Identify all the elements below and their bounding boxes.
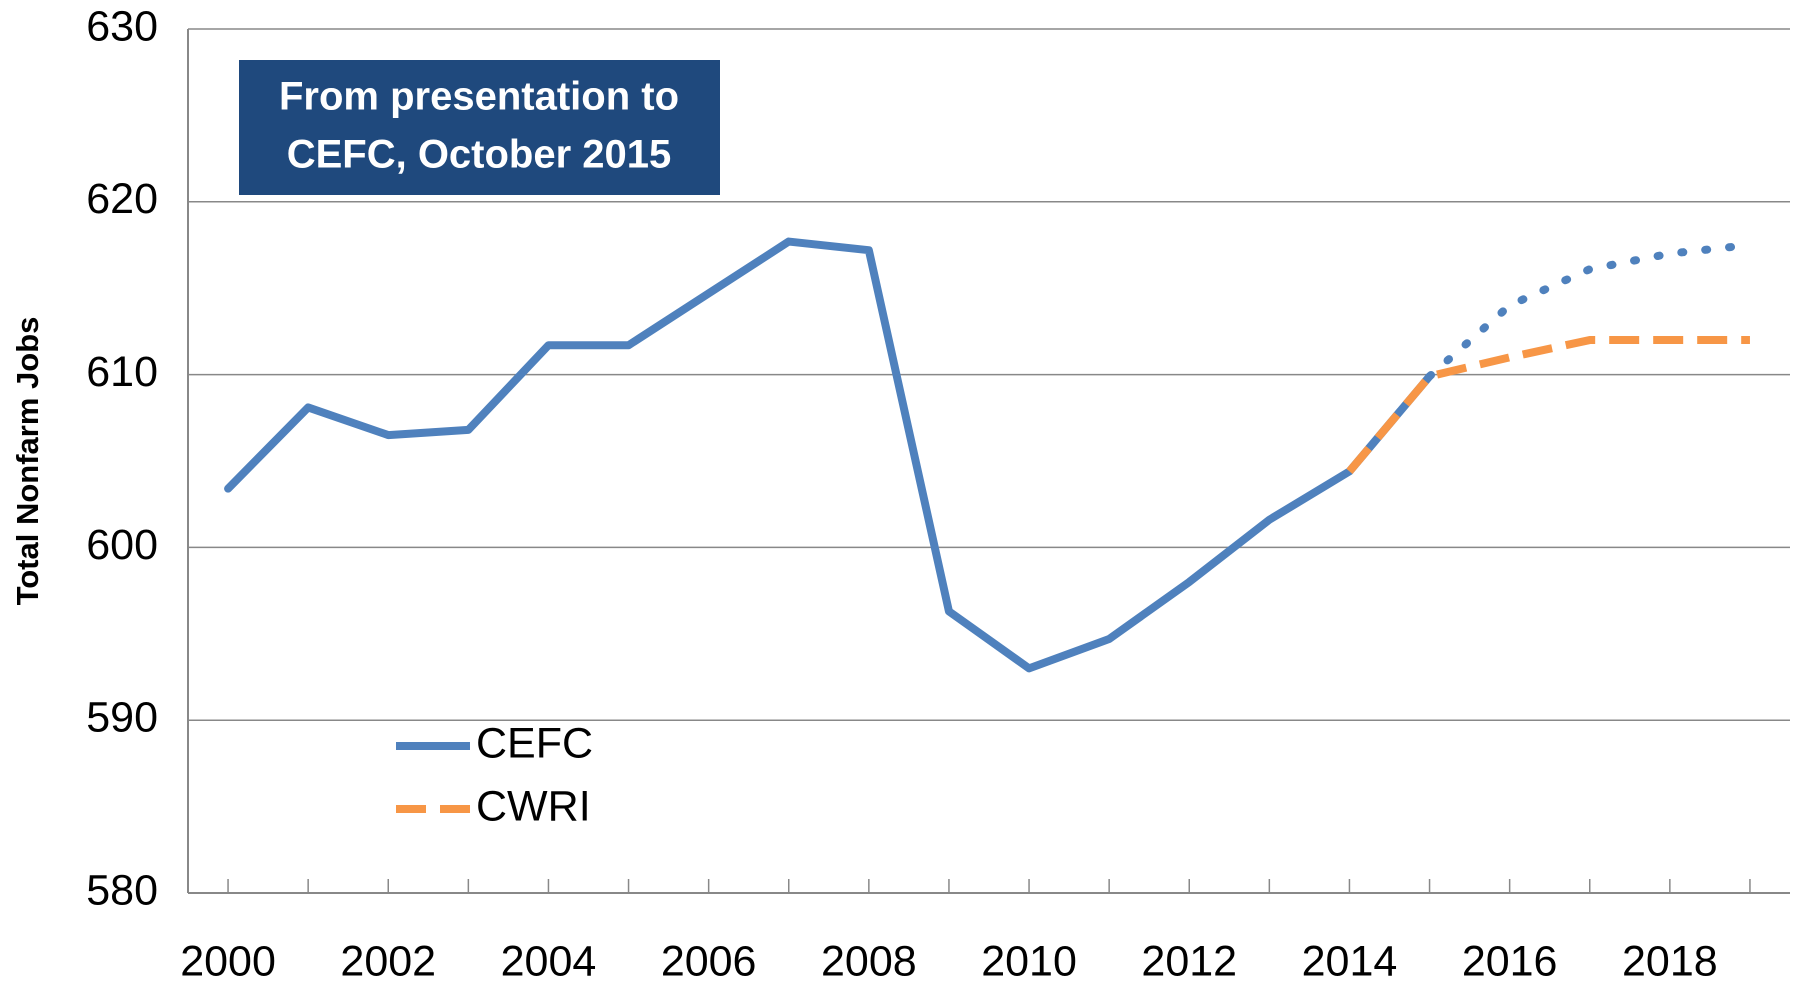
x-tick-label: 2014 — [1302, 937, 1398, 983]
annotation-line: From presentation to — [279, 75, 679, 119]
y-tick-label: 620 — [86, 175, 158, 223]
legend-label: CWRI — [476, 782, 591, 830]
x-tick-label: 2004 — [501, 937, 597, 983]
x-tick-label: 2016 — [1462, 937, 1558, 983]
legend-label: CEFC — [476, 719, 593, 767]
y-tick-label: 580 — [86, 866, 158, 914]
line-series — [1425, 241, 1754, 381]
line-series — [1346, 336, 1750, 474]
x-tick-label: 2008 — [821, 937, 917, 983]
y-tick-label: 590 — [86, 694, 158, 742]
x-tick-label: 2006 — [661, 937, 757, 983]
annotation-box — [239, 60, 720, 195]
x-tick-label: 2002 — [340, 937, 436, 983]
y-tick-label: 610 — [86, 348, 158, 396]
line-series — [224, 237, 1434, 673]
x-tick-label: 2000 — [180, 937, 276, 983]
y-axis-label: Total Nonfarm Jobs — [10, 317, 45, 606]
y-tick-label: 630 — [86, 2, 158, 50]
y-tick-label: 600 — [86, 521, 158, 569]
x-tick-label: 2018 — [1622, 937, 1718, 983]
x-tick-label: 2012 — [1141, 937, 1237, 983]
annotation-line: CEFC, October 2015 — [287, 133, 672, 177]
x-tick-label: 2010 — [981, 937, 1077, 983]
